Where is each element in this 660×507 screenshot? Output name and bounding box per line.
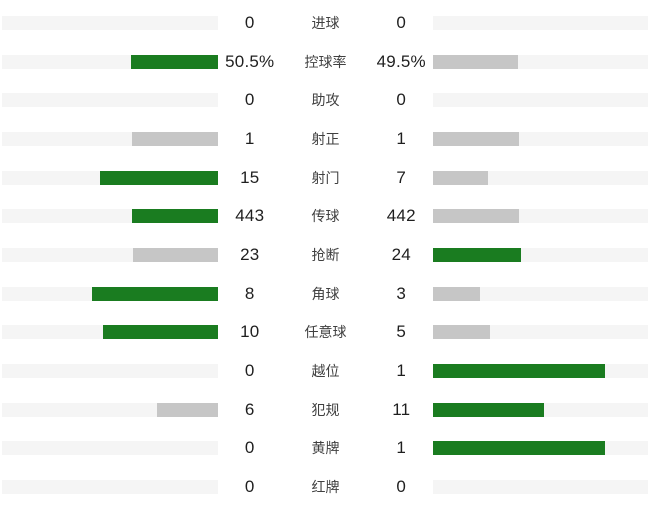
away-bar-track — [433, 441, 648, 456]
stat-label: 抢断 — [311, 246, 340, 263]
stat-label: 犯规 — [311, 401, 340, 418]
home-bar-track — [2, 93, 218, 108]
away-bar — [433, 131, 519, 146]
home-value: 15 — [240, 167, 260, 187]
stat-label: 角球 — [311, 285, 340, 302]
home-bar — [157, 402, 218, 417]
away-bar — [433, 247, 521, 262]
away-bar-track — [433, 131, 648, 146]
away-bar-track — [433, 402, 648, 417]
away-bar-track — [433, 15, 648, 30]
away-value: 11 — [392, 399, 411, 419]
home-bar-track — [2, 247, 218, 262]
stat-label: 射门 — [311, 169, 340, 186]
stat-label: 任意球 — [304, 324, 347, 341]
home-value: 0 — [244, 12, 255, 32]
away-bar — [433, 364, 605, 379]
stat-label: 进球 — [311, 14, 340, 31]
away-bar — [433, 170, 488, 185]
away-bar-track — [433, 286, 648, 301]
away-bar-track — [433, 364, 648, 379]
away-bar-track — [433, 480, 648, 495]
away-value: 0 — [396, 90, 407, 110]
away-bar-track — [433, 209, 648, 224]
away-bar — [433, 325, 491, 340]
stat-row: 10 任意球 5 — [2, 313, 648, 352]
away-value: 5 — [396, 322, 407, 342]
home-bar — [100, 170, 218, 185]
home-value: 1 — [244, 128, 255, 148]
home-value: 443 — [235, 206, 265, 226]
away-bar-track — [433, 93, 648, 108]
away-value: 1 — [396, 438, 407, 458]
away-bar-track — [433, 325, 648, 340]
home-value: 10 — [240, 322, 260, 342]
stat-label: 助攻 — [311, 92, 340, 109]
away-value: 0 — [396, 12, 407, 32]
away-value: 442 — [386, 206, 416, 226]
home-value: 8 — [244, 283, 255, 303]
home-value: 6 — [244, 399, 255, 419]
away-bar — [433, 402, 545, 417]
home-value: 0 — [244, 438, 255, 458]
stat-row: 0 越位 1 — [2, 352, 648, 391]
home-value: 0 — [244, 361, 255, 381]
stat-row: 50.5% 控球率 49.5% — [2, 42, 648, 81]
away-bar — [433, 54, 519, 69]
home-bar-track — [2, 286, 218, 301]
away-bar-track — [433, 247, 648, 262]
home-bar-track — [2, 480, 218, 495]
away-bar — [433, 441, 605, 456]
home-bar-track — [2, 364, 218, 379]
home-bar-track — [2, 209, 218, 224]
home-bar-track — [2, 131, 218, 146]
home-value: 50.5% — [225, 51, 275, 71]
away-bar-track — [433, 170, 648, 185]
stat-row: 0 进球 0 — [2, 4, 648, 43]
stat-row: 23 抢断 24 — [2, 236, 648, 275]
stat-row: 8 角球 3 — [2, 274, 648, 313]
away-value: 7 — [396, 167, 407, 187]
home-bar-track — [2, 441, 218, 456]
home-bar — [92, 286, 218, 301]
away-value: 1 — [396, 128, 407, 148]
stat-row: 0 助攻 0 — [2, 81, 648, 120]
away-value: 49.5% — [376, 51, 426, 71]
stat-label: 控球率 — [304, 53, 347, 70]
stat-row: 15 射门 7 — [2, 158, 648, 197]
home-value: 0 — [244, 477, 255, 497]
home-bar — [130, 54, 218, 69]
stat-label: 黄牌 — [311, 440, 340, 457]
away-bar — [433, 286, 480, 301]
away-bar-track — [433, 54, 648, 69]
home-bar — [131, 131, 218, 146]
home-bar — [102, 325, 218, 340]
stat-label: 射正 — [311, 130, 340, 147]
stat-row: 1 射正 1 — [2, 120, 648, 159]
stat-label: 红牌 — [311, 479, 340, 496]
home-bar — [133, 247, 218, 262]
stat-label: 传球 — [311, 208, 340, 225]
away-value: 3 — [396, 283, 407, 303]
away-value: 24 — [391, 244, 411, 264]
stat-row: 0 红牌 0 — [2, 468, 648, 507]
home-value: 23 — [240, 244, 260, 264]
away-bar — [433, 209, 519, 224]
stat-row: 0 黄牌 1 — [2, 429, 648, 468]
home-bar-track — [2, 54, 218, 69]
home-value: 0 — [244, 90, 255, 110]
stat-label: 越位 — [311, 363, 340, 380]
away-value: 0 — [396, 477, 407, 497]
home-bar-track — [2, 325, 218, 340]
stat-row: 443 传球 442 — [2, 197, 648, 236]
stat-row: 6 犯规 11 — [2, 390, 648, 429]
away-value: 1 — [396, 361, 407, 381]
home-bar-track — [2, 170, 218, 185]
home-bar-track — [2, 15, 218, 30]
home-bar-track — [2, 402, 218, 417]
home-bar — [131, 209, 218, 224]
